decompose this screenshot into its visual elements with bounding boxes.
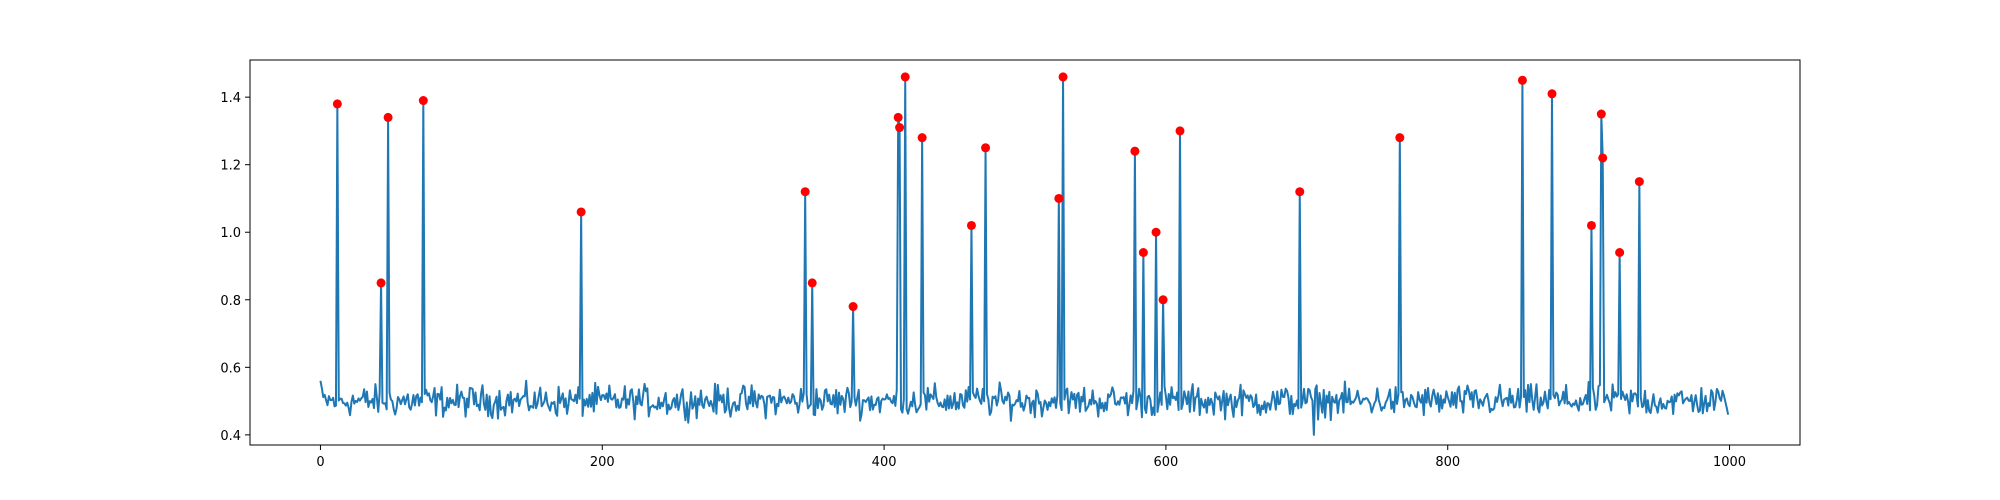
- peak-marker: [376, 278, 386, 288]
- peak-marker: [1058, 72, 1068, 82]
- x-axis: 0 200 400 600 800 1000: [316, 445, 1746, 470]
- peak-marker: [1295, 187, 1305, 197]
- peak-marker: [966, 220, 976, 230]
- peak-marker: [1596, 109, 1606, 119]
- x-tick-label: 600: [1153, 455, 1178, 470]
- y-tick-label: 0.4: [220, 429, 241, 444]
- peak-marker: [1615, 248, 1625, 257]
- peak-marker: [1586, 220, 1596, 230]
- peak-marker: [981, 143, 991, 153]
- peak-marker: [800, 187, 810, 197]
- y-tick-label: 1.0: [220, 226, 241, 241]
- peak-marker: [807, 278, 817, 288]
- peak-marker: [900, 72, 910, 82]
- y-tick-label: 0.8: [220, 294, 241, 309]
- plot-area: [319, 72, 1730, 436]
- y-tick-label: 0.6: [220, 361, 241, 376]
- peak-marker: [1598, 153, 1608, 163]
- peak-marker: [332, 99, 342, 109]
- peak-marker: [1138, 248, 1148, 257]
- peak-marker: [1151, 227, 1161, 237]
- x-tick-label: 800: [1435, 455, 1460, 470]
- x-tick-label: 0: [316, 455, 324, 470]
- peak-marker: [1517, 75, 1527, 85]
- x-tick-label: 200: [590, 455, 615, 470]
- peak-marker: [418, 96, 428, 106]
- peak-marker: [1395, 133, 1405, 143]
- peak-marker: [383, 112, 393, 122]
- peak-marker: [1054, 193, 1064, 203]
- y-tick-label: 1.4: [220, 91, 241, 106]
- peak-marker: [893, 112, 903, 122]
- peak-marker: [1175, 126, 1185, 136]
- peak-marker: [1158, 295, 1168, 305]
- peak-markers: [332, 72, 1644, 312]
- peak-marker: [917, 133, 927, 143]
- peak-marker: [895, 123, 905, 133]
- signal-line: [319, 75, 1730, 436]
- y-tick-label: 1.2: [220, 159, 241, 174]
- peak-marker: [848, 302, 858, 312]
- y-axis: 0.4 0.6 0.8 1.0 1.2 1.4: [220, 91, 250, 444]
- peak-marker: [576, 207, 586, 217]
- peak-marker: [1130, 146, 1140, 156]
- x-tick-label: 1000: [1713, 455, 1746, 470]
- x-tick-label: 400: [872, 455, 897, 470]
- peak-marker: [1634, 177, 1644, 187]
- axes-frame: [249, 59, 1801, 446]
- peak-marker: [1547, 89, 1557, 99]
